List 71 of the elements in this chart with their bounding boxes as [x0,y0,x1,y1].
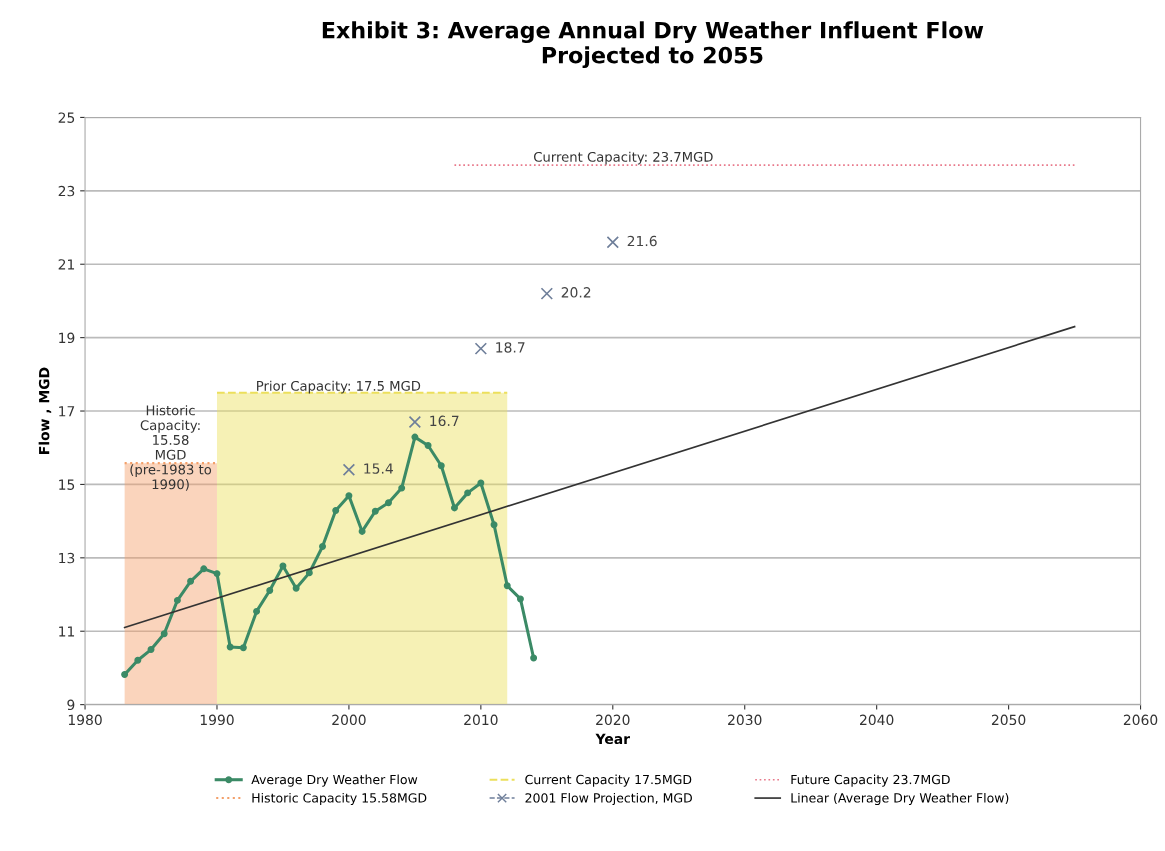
point [477,479,485,487]
point [305,569,313,577]
point [437,462,445,470]
point [342,463,356,476]
point [540,287,554,300]
annotation: Prior Capacity: 17.5 MGD [257,380,421,394]
point [332,507,340,514]
legend-label: Historic Capacity 15.58MGD [252,792,427,806]
point [213,570,221,578]
x-tick-label: 2000 [332,714,366,726]
y-tick-label: 13 [59,552,75,564]
x-tick-label: 2020 [596,714,630,726]
point [319,542,327,550]
x-tick-label: 2060 [1123,714,1158,726]
legend-label: 2001 Flow Projection, MGD [525,792,692,806]
point [121,671,129,679]
point [345,492,353,500]
point [450,504,458,512]
point [464,489,472,497]
point [253,607,261,615]
legend-label: Future Capacity 23.7MGD [791,774,950,787]
y-tick-label: 15 [59,479,75,490]
point [474,342,488,355]
point [160,630,168,638]
point [279,562,287,570]
point [408,415,422,429]
point [411,433,419,441]
point [371,507,379,515]
point [490,521,498,529]
point [385,499,392,507]
y-axis-title: Flow , MGD [38,367,52,454]
y-tick-label: 23 [58,185,75,197]
x-tick-label: 2050 [991,714,1026,726]
data-label: 15.4 [364,463,393,474]
y-tick-label: 9 [67,699,75,711]
y-tick-label: 21 [58,259,75,270]
x-tick-label: 1980 [68,714,102,726]
y-tick-label: 19 [59,332,75,344]
point [292,584,300,592]
x-tick-label: 2040 [860,714,894,726]
point [503,582,511,590]
y-tick-label: 25 [58,112,75,123]
y-tick-label: 17 [59,406,75,417]
point [134,656,142,664]
point [147,646,155,654]
y-tick-label: 11 [59,626,75,637]
annotation: Current Capacity: 23.7MGD [533,151,713,165]
annotation: Historic Capacity: 15.58 MGD (pre-1983 to 1990) [130,405,212,491]
x-axis-title: Year [595,733,630,745]
legend-label: Linear (Average Dry Weather Flow) [791,792,1009,806]
x-tick-label: 2030 [728,714,762,726]
point [530,654,538,662]
point [398,484,406,492]
point [226,643,234,651]
point [187,577,195,585]
legend-label: Current Capacity 17.5MGD [525,774,692,787]
x-tick-label: 2010 [464,714,498,726]
point [424,442,432,450]
data-label: 16.7 [430,415,459,427]
legend-label: Average Dry Weather Flow [251,774,418,787]
point [239,644,247,652]
point [173,596,181,604]
data-label: 20.2 [561,287,591,298]
chart-title: Exhibit 3: Average Annual Dry Weather Influent Flow Projected to 2055 [322,21,984,69]
point [266,587,274,594]
point [606,236,620,249]
x-tick-label: 1990 [200,714,234,726]
data-label: 21.6 [627,235,657,247]
point [200,565,208,573]
data-label: 18.7 [496,342,525,353]
point [516,595,524,603]
